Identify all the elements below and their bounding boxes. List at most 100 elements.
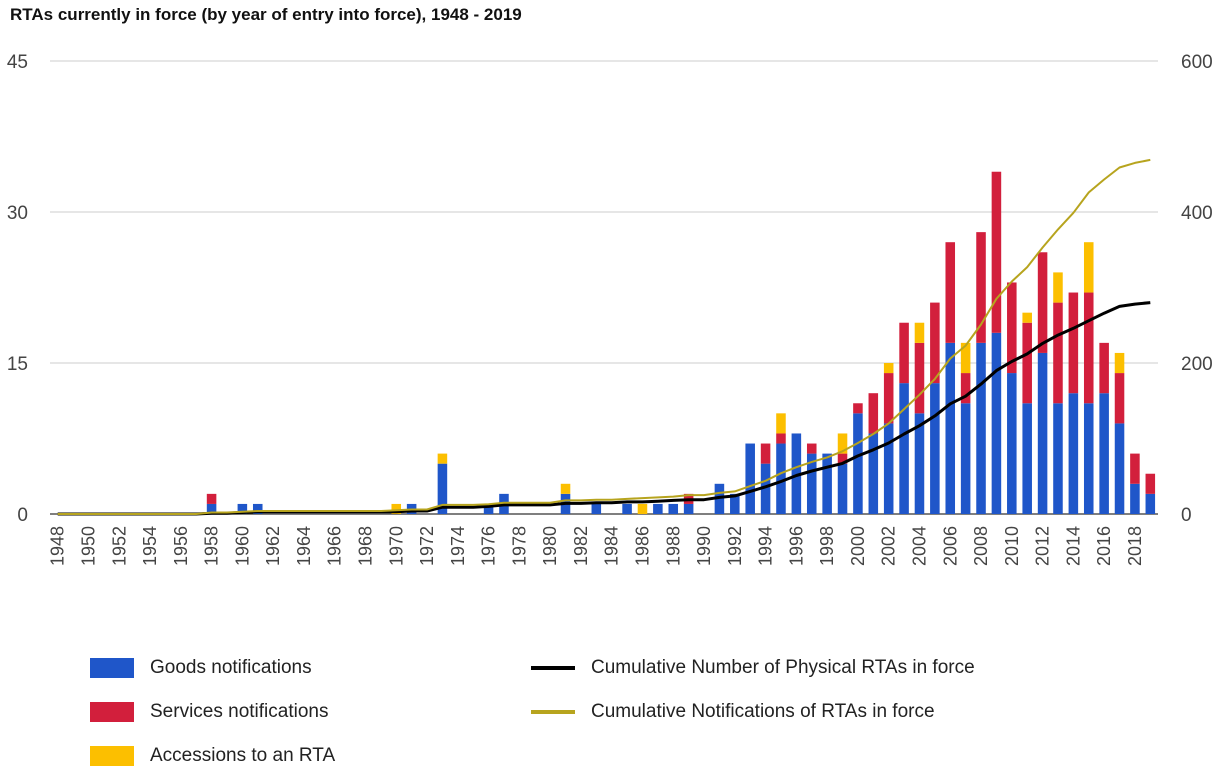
x-tick-label: 2014	[1063, 526, 1083, 566]
bar-goods	[853, 413, 863, 514]
x-tick-label: 2018	[1125, 526, 1145, 566]
y-left-tick-label: 15	[7, 354, 28, 375]
x-tick-label: 1986	[632, 526, 652, 566]
x-tick-label: 1978	[509, 526, 529, 566]
bar-goods	[1037, 352, 1048, 514]
x-tick-label: 1988	[663, 526, 683, 566]
y-right-tick-label: 200	[1181, 354, 1213, 375]
bar-services	[1068, 292, 1079, 394]
bar-goods	[622, 503, 632, 514]
x-tick-label: 1964	[294, 526, 314, 566]
series-line-notifications_line	[57, 158, 1151, 515]
x-tick-label: 1960	[232, 526, 252, 566]
legend-label: Goods notifications	[150, 657, 312, 678]
legend-notifications-line[interactable]: Cumulative Notifications of RTAs in forc…	[531, 700, 1051, 724]
bar-services	[1007, 282, 1017, 374]
x-tick-label: 1954	[140, 526, 160, 566]
bar-services	[1053, 302, 1063, 404]
bar-accessions	[1114, 352, 1125, 374]
x-tick-label: 1990	[694, 526, 714, 566]
bar-goods	[668, 503, 679, 514]
x-tick-label: 2006	[940, 526, 960, 566]
bar-services	[1037, 252, 1048, 353]
bar-services	[837, 453, 848, 464]
bar-services	[960, 373, 971, 404]
bar-services	[883, 373, 894, 424]
bar-goods	[883, 423, 894, 514]
bar-services	[206, 493, 217, 504]
legend-swatch-notifications-line	[531, 710, 575, 714]
x-tick-label: 1958	[202, 526, 222, 566]
y-right-tick-label: 600	[1181, 52, 1213, 73]
x-tick-label: 1950	[78, 526, 98, 566]
x-tick-label: 2000	[848, 526, 868, 566]
bar-services	[930, 302, 940, 384]
bar-services	[806, 443, 817, 454]
legend-physical-line[interactable]: Cumulative Number of Physical RTAs in fo…	[531, 656, 1051, 680]
bar-goods	[776, 443, 786, 514]
bar-accessions	[391, 503, 402, 514]
y-right-tick-label: 0	[1181, 505, 1192, 526]
bar-services	[1145, 473, 1156, 494]
lines	[57, 158, 1151, 516]
y-left-tick-label: 45	[7, 52, 28, 73]
x-tick-label: 1996	[786, 526, 806, 566]
bar-goods	[930, 383, 940, 514]
bar-goods	[822, 453, 832, 514]
bar-accessions	[637, 503, 648, 514]
bar-goods	[1130, 483, 1140, 514]
bar-services	[760, 443, 771, 464]
x-tick-label: 2008	[971, 526, 991, 566]
bar-goods	[745, 443, 755, 514]
bar-goods	[806, 453, 817, 514]
x-tick-label: 1992	[725, 526, 745, 566]
x-tick-label: 1952	[109, 526, 129, 566]
bar-services	[853, 403, 863, 414]
bar-goods	[991, 332, 1002, 514]
x-tick-label: 2010	[1002, 526, 1022, 566]
bar-services	[945, 242, 956, 343]
x-tick-label: 1976	[479, 526, 499, 566]
axis-labels: 0 15 30 45 0 200 400 600 1948 1950 1952 1954 1956 195…	[7, 52, 1213, 566]
series-line-physical_line	[57, 301, 1151, 516]
x-tick-label: 1998	[817, 526, 837, 566]
bar-accessions	[776, 413, 786, 434]
x-tick-label: 1972	[417, 526, 437, 566]
x-tick-label: 1994	[756, 526, 776, 566]
legend-services[interactable]: Services notifications	[90, 700, 430, 724]
bar-services	[991, 171, 1002, 333]
bar-accessions	[1053, 272, 1063, 303]
x-tick-label: 2002	[879, 526, 899, 566]
y-right-tick-label: 400	[1181, 203, 1213, 224]
x-tick-label: 1982	[571, 526, 591, 566]
legend-accessions[interactable]: Accessions to an RTA	[90, 744, 430, 768]
bar-services	[914, 342, 925, 414]
legend-swatch-services	[90, 702, 134, 722]
bar-accessions	[1083, 242, 1094, 293]
legend-swatch-goods	[90, 658, 134, 678]
bars	[206, 171, 1156, 514]
bar-goods	[437, 463, 448, 514]
legend-swatch-physical-line	[531, 666, 575, 670]
bar-accessions	[837, 433, 848, 454]
bar-services	[1099, 342, 1109, 394]
bar-goods	[960, 403, 971, 514]
chart-title: RTAs currently in force (by year of entr…	[10, 5, 522, 24]
bar-services	[868, 393, 879, 434]
x-tick-label: 1948	[48, 526, 68, 566]
bar-services	[1083, 292, 1094, 404]
bar-goods	[237, 503, 248, 514]
bar-accessions	[1022, 312, 1032, 323]
bar-services	[976, 232, 986, 343]
bar-goods	[1114, 423, 1125, 514]
bar-services	[899, 322, 909, 384]
x-tick-label: 1974	[448, 526, 468, 566]
legend-label: Cumulative Notifications of RTAs in forc…	[591, 701, 935, 722]
bar-goods	[483, 503, 494, 514]
bar-goods	[683, 503, 694, 514]
bar-goods	[1053, 403, 1063, 514]
legend-goods[interactable]: Goods notifications	[90, 656, 430, 680]
y-left-tick-label: 0	[17, 505, 28, 526]
x-tick-label: 1966	[325, 526, 345, 566]
chart-area: 0 15 30 45 0 200 400 600 1948 1950 1952 1954 1956 195…	[7, 52, 1213, 566]
